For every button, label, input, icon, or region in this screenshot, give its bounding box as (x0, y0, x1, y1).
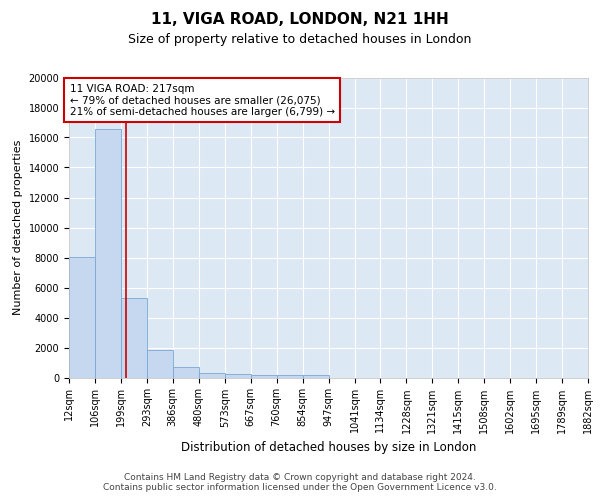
Text: 11, VIGA ROAD, LONDON, N21 1HH: 11, VIGA ROAD, LONDON, N21 1HH (151, 12, 449, 28)
Y-axis label: Number of detached properties: Number of detached properties (13, 140, 23, 315)
Bar (69, 257, 95, 378)
X-axis label: Distribution of detached houses by size in London: Distribution of detached houses by size … (181, 441, 476, 454)
Bar (95, 129, 121, 378)
Bar (251, 374, 277, 378)
Text: Size of property relative to detached houses in London: Size of property relative to detached ho… (128, 32, 472, 46)
Bar (121, 298, 147, 378)
Bar (277, 375, 302, 378)
Text: Contains HM Land Registry data © Crown copyright and database right 2024.
Contai: Contains HM Land Registry data © Crown c… (103, 473, 497, 492)
Bar (302, 376, 329, 378)
Bar (147, 350, 173, 378)
Text: 11 VIGA ROAD: 217sqm
← 79% of detached houses are smaller (26,075)
21% of semi-d: 11 VIGA ROAD: 217sqm ← 79% of detached h… (70, 84, 335, 116)
Bar (199, 372, 224, 378)
Bar (173, 367, 199, 378)
Bar (224, 374, 251, 378)
